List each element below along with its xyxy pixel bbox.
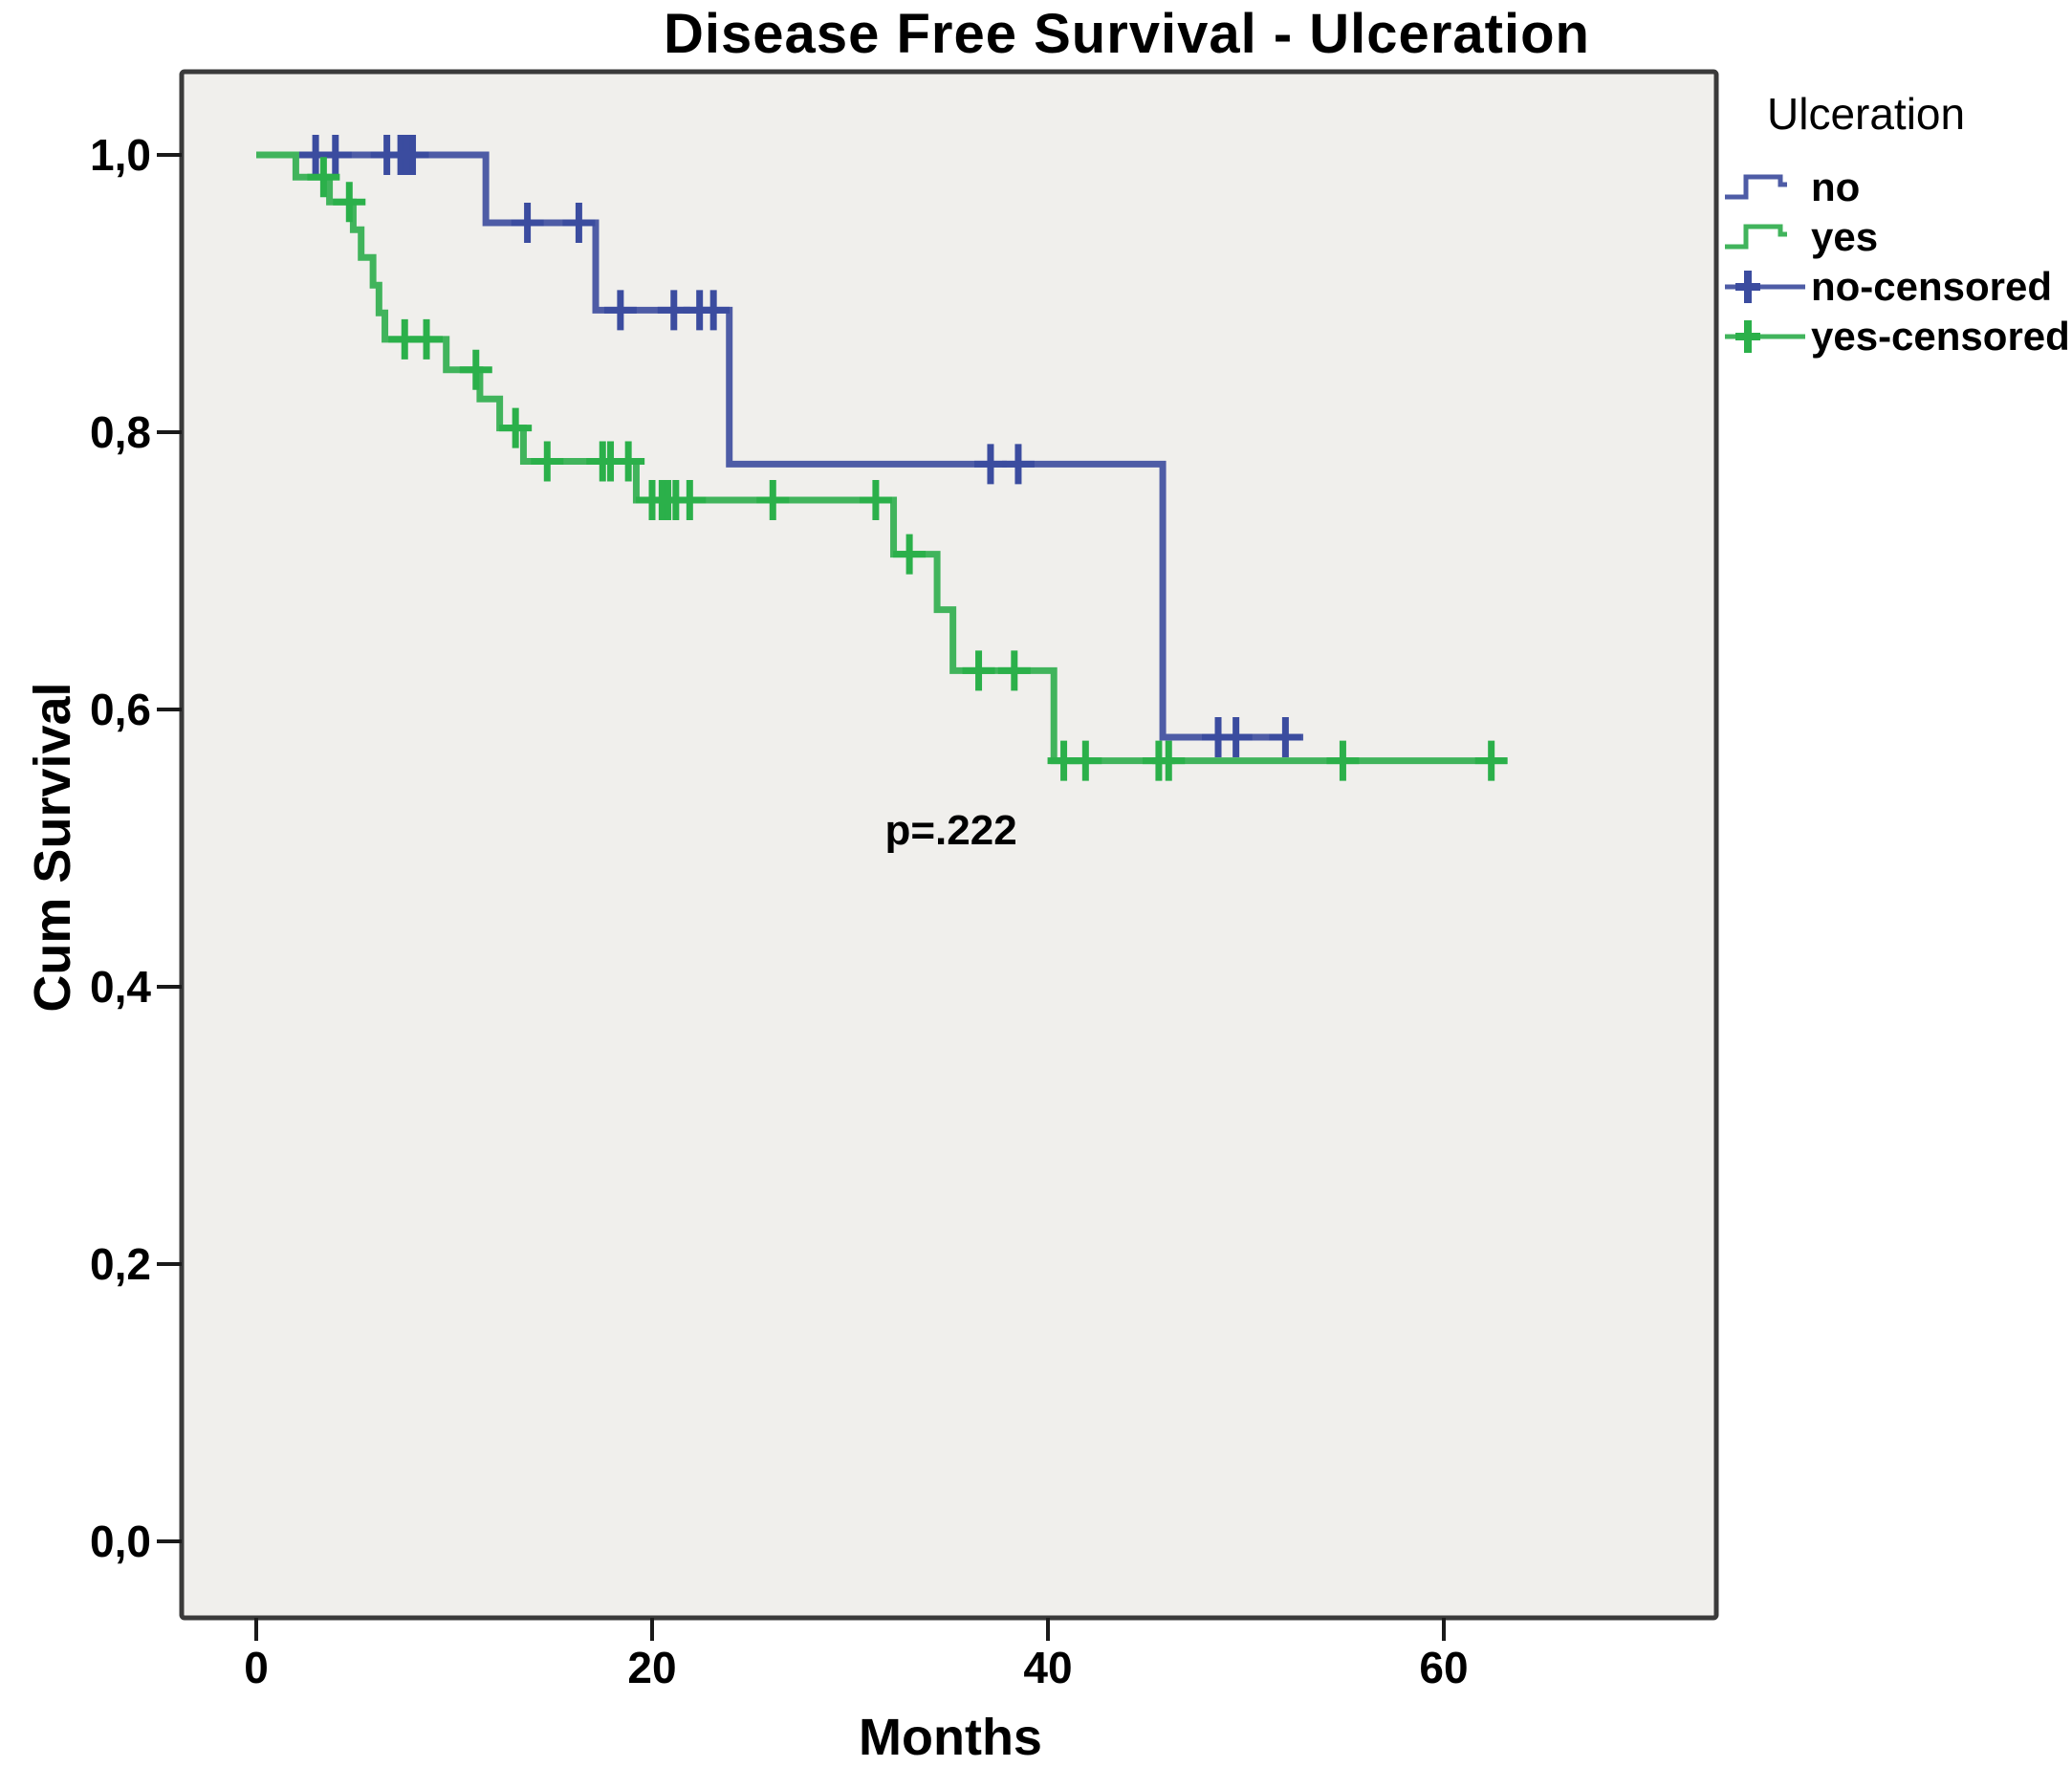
- legend-title: Ulceration: [1767, 89, 1966, 139]
- legend: Ulceration no yes no-censored yes-censored: [1723, 88, 2072, 361]
- legend-entry-label: no-censored: [1811, 264, 2053, 309]
- legend-step-line-icon: [1725, 224, 1787, 250]
- legend-censored-plus-icon: [1725, 320, 1805, 353]
- p-value-annotation: p=.222: [884, 806, 1017, 854]
- y-axis-title: Cum Survival: [24, 682, 81, 1013]
- x-axis-title: Months: [859, 1709, 1042, 1766]
- legend-entries: no yes no-censored yes-censored: [1723, 163, 2072, 361]
- x-tick-label: 60: [1419, 1643, 1469, 1692]
- x-tick-label: 0: [244, 1643, 269, 1692]
- legend-entry-no: no: [1723, 163, 2072, 212]
- legend-entry-no-censored: no-censored: [1723, 262, 2072, 312]
- y-tick-label: 0,4: [90, 962, 151, 1012]
- legend-entry-label: yes-censored: [1811, 314, 2070, 359]
- x-tick-label: 20: [627, 1643, 677, 1692]
- y-tick-label: 0,2: [90, 1239, 151, 1289]
- legend-step-line-icon: [1725, 174, 1787, 200]
- legend-entry-yes-censored: yes-censored: [1723, 312, 2072, 361]
- y-tick-label: 0,8: [90, 407, 151, 457]
- y-tick-label: 0,6: [90, 685, 151, 734]
- legend-entry-label: no: [1811, 164, 1861, 209]
- legend-censored-plus-icon: [1725, 271, 1805, 303]
- legend-entry-label: yes: [1811, 214, 1879, 259]
- legend-entry-yes: yes: [1723, 212, 2072, 262]
- chart-title: Disease Free Survival - Ulceration: [664, 3, 1590, 65]
- y-tick-label: 1,0: [90, 130, 151, 180]
- y-tick-label: 0,0: [90, 1516, 151, 1566]
- x-tick-label: 40: [1023, 1643, 1073, 1692]
